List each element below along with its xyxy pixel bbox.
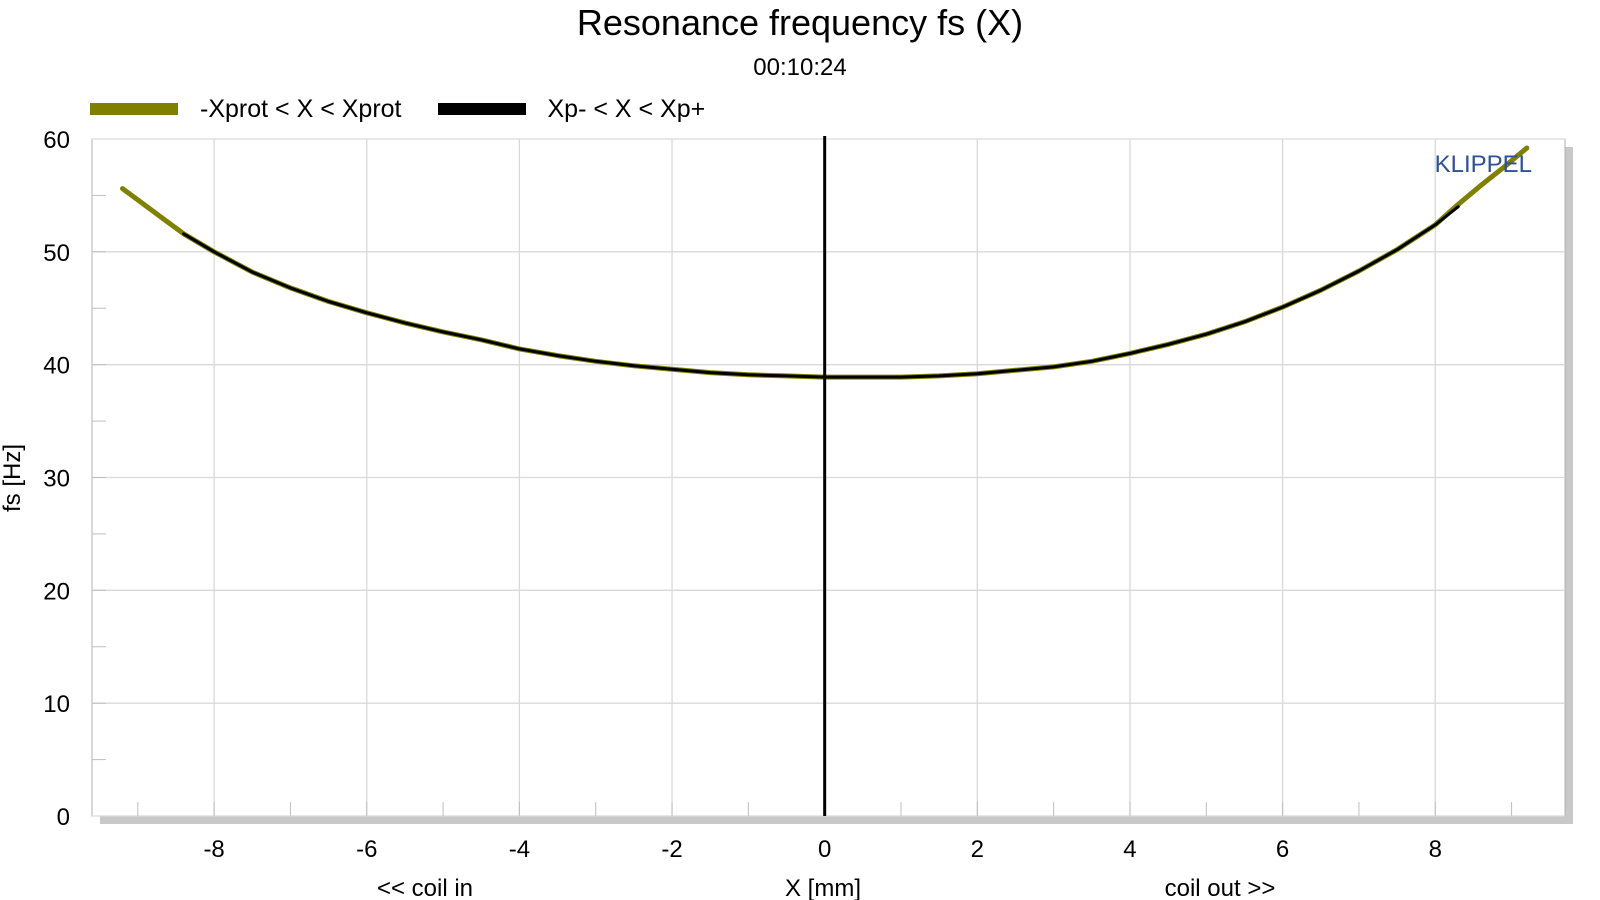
x-tick-label: 8 (1429, 836, 1442, 863)
x-tick-label: -8 (203, 836, 224, 863)
x-tick-label: 2 (971, 836, 984, 863)
x-tick-label: -2 (661, 836, 682, 863)
legend-swatch-xp (437, 103, 526, 115)
x-tick-label: 6 (1276, 836, 1289, 863)
y-tick-labels: 0 10 20 30 40 50 60 (43, 127, 70, 831)
y-tick-label: 10 (43, 691, 70, 718)
x-tick-labels: -8 -6 -4 -2 0 2 4 6 8 (203, 836, 1441, 863)
klippel-logo-text: KLIPPEL (1435, 151, 1532, 178)
y-tick-label: 20 (43, 578, 70, 605)
chart-subtitle: 00:10:24 (753, 54, 847, 81)
legend-swatch-xprot (90, 103, 178, 115)
y-tick-label: 60 (43, 127, 70, 154)
y-tick-label: 50 (43, 240, 70, 267)
minor-ticks (92, 194, 1513, 816)
x-tick-label: -6 (356, 836, 377, 863)
legend: -Xprot < X < Xprot Xp- < X < Xp+ (90, 92, 741, 126)
y-tick-label: 30 (43, 466, 70, 493)
x-annotation-right: coil out >> (1165, 875, 1276, 900)
y-tick-label: 40 (43, 353, 70, 380)
y-axis-label: fs [Hz] (0, 444, 26, 512)
x-annotation-left: << coil in (377, 875, 473, 900)
legend-label-xp: Xp- < X < Xp+ (547, 94, 706, 123)
legend-item-xprot: -Xprot < X < Xprot (90, 95, 402, 124)
x-tick-label: 0 (818, 836, 831, 863)
chart-title: Resonance frequency fs (X) (576, 2, 1024, 43)
x-tick-label: -4 (509, 836, 530, 863)
legend-item-xp: Xp- < X < Xp+ (437, 94, 706, 124)
y-tick-label: 0 (57, 804, 70, 831)
x-tick-label: 4 (1123, 836, 1136, 863)
x-axis-label: X [mm] (785, 875, 861, 900)
legend-label-xprot: -Xprot < X < Xprot (200, 94, 402, 123)
